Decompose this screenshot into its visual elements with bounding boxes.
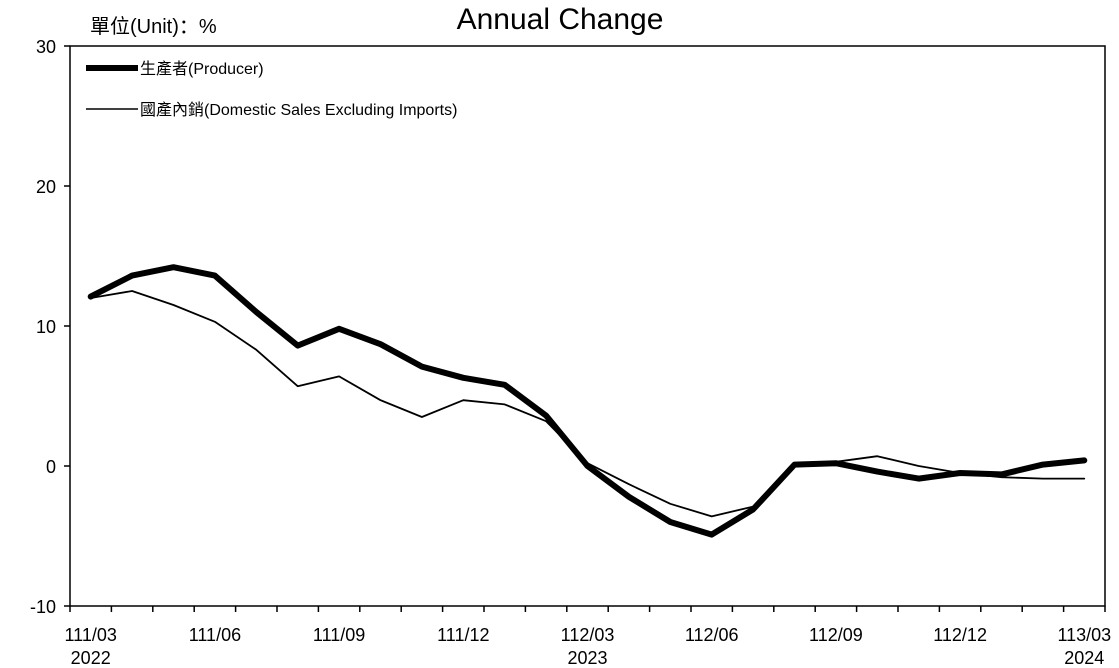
y-tick-label: 10	[36, 317, 56, 337]
y-tick-label: 20	[36, 177, 56, 197]
plot-area-frame	[69, 45, 1106, 607]
x-tick-label: 113/03	[1057, 625, 1111, 645]
x-tick-label: 111/09	[313, 625, 365, 645]
x-tick-year-label: 2022	[71, 648, 111, 668]
x-tick-label: 112/06	[685, 625, 739, 645]
x-tick-label: 111/06	[189, 625, 241, 645]
series-line-domestic	[89, 290, 1086, 518]
x-tick-year-label: 2023	[567, 648, 607, 668]
x-tick-label: 111/03	[65, 625, 117, 645]
y-tick-label: 0	[46, 457, 56, 477]
series-line-producer	[87, 264, 1088, 538]
unit-label: 單位(Unit)：%	[90, 15, 217, 38]
x-tick-label: 112/12	[933, 625, 987, 645]
y-tick-label: 30	[36, 37, 56, 57]
series-layer	[87, 264, 1088, 538]
chart-title: Annual Change	[457, 3, 664, 36]
x-axis: 111/03 2022 111/06 111/09 111/12 112/03 2023 11…	[65, 606, 1111, 668]
x-tick-year-label: 2024	[1064, 648, 1104, 668]
x-tick-label: 112/09	[809, 625, 863, 645]
legend: 生產者(Producer) 國產內銷(Domestic Sales Exclud…	[86, 60, 457, 119]
y-tick-label: -10	[30, 597, 56, 617]
legend-label-producer: 生產者(Producer)	[140, 60, 264, 78]
legend-label-domestic: 國產內銷(Domestic Sales Excluding Imports)	[140, 101, 457, 119]
x-tick-label: 111/12	[437, 625, 489, 645]
y-axis: -10 0 10 20 30	[30, 37, 70, 617]
x-tick-label: 112/03	[561, 625, 615, 645]
